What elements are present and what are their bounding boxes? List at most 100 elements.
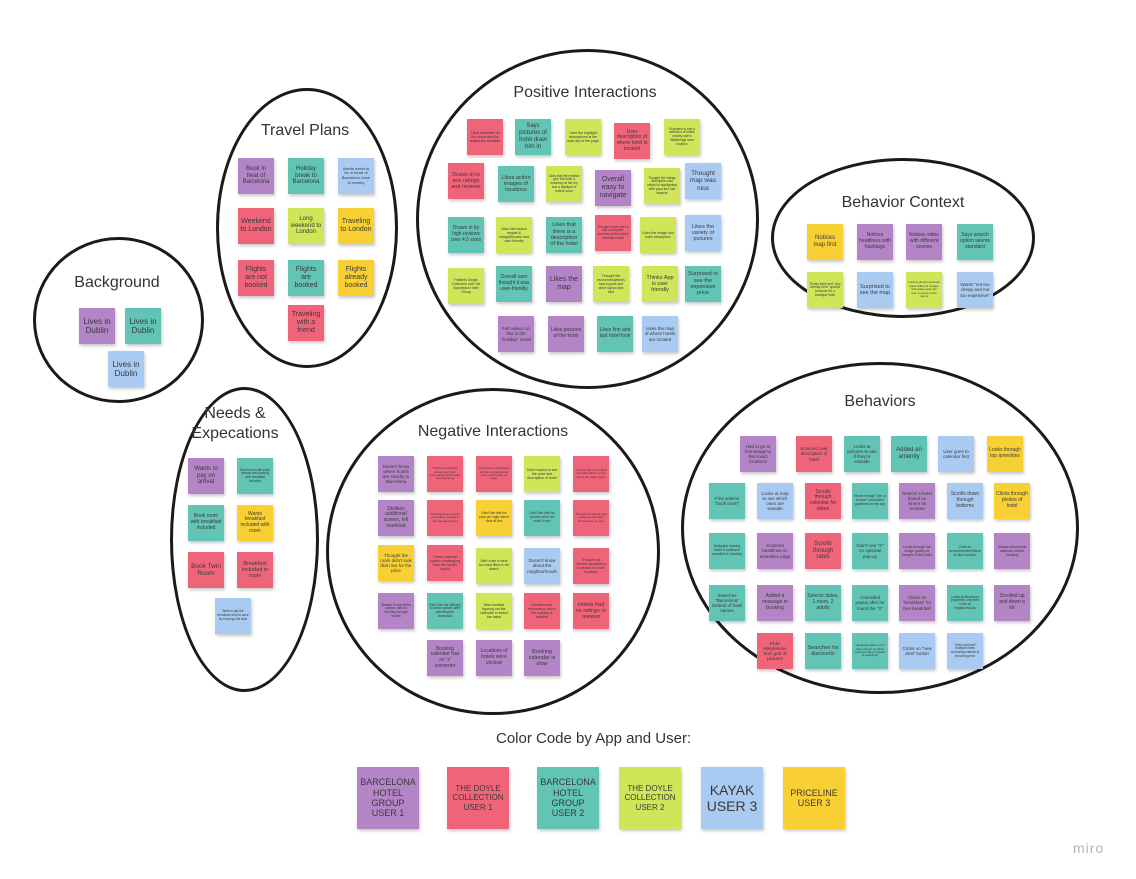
sticky-note[interactable]: Likes the map of where hotels are locate… — [642, 316, 678, 352]
sticky-note[interactable]: Likes the highlight descriptions at the … — [565, 119, 601, 155]
sticky-note[interactable]: Surprised to see the expensive price — [685, 266, 721, 302]
sticky-note[interactable]: Patients Single Collection over the Barc… — [448, 268, 484, 304]
sticky-note[interactable]: Searches for discounts — [805, 633, 841, 669]
sticky-note[interactable]: Clicks on "new deal" button — [899, 633, 935, 669]
sticky-note[interactable]: Wanted to see all the options without sc… — [378, 593, 414, 629]
sticky-note[interactable]: Traveling with a friend — [288, 305, 324, 341]
sticky-note[interactable]: User description of where hotel is locat… — [614, 123, 650, 159]
sticky-note[interactable]: Book in heat of Barcelona — [238, 158, 274, 194]
sticky-note[interactable]: Thought the ratings description was help… — [644, 168, 680, 204]
sticky-note[interactable]: Thought the recommendations had a good a… — [593, 266, 629, 302]
sticky-note[interactable]: Thought it was nice to see a complete ov… — [595, 215, 631, 251]
sticky-note[interactable]: Likes that the reviews give the hotel a … — [546, 166, 582, 202]
sticky-note[interactable]: Didn't want to have too many filters in … — [476, 548, 512, 584]
sticky-note[interactable]: Wants to pay on arrival — [188, 458, 224, 494]
sticky-note[interactable]: Booking calendar has no 'x' converter — [427, 640, 463, 676]
sticky-note[interactable]: Likes that there is a description of the… — [546, 217, 582, 253]
sticky-note[interactable]: Thinks App is user friendly — [642, 266, 678, 302]
sticky-note[interactable]: Thought the layout was confusing and did… — [573, 500, 609, 536]
sticky-note[interactable]: Notices headlines with hashtags — [857, 224, 893, 260]
sticky-note[interactable]: Holiday break to Barcelona — [288, 158, 324, 194]
sticky-note[interactable]: Wants "not too cheap and not too expensi… — [957, 272, 993, 308]
sticky-note[interactable]: Drawn in to see ratings and reviews — [448, 163, 484, 199]
sticky-note[interactable]: Liked amenities at the resort and the re… — [467, 119, 503, 155]
sticky-note[interactable]: Looks at map to see which ones are seasi… — [757, 483, 793, 519]
sticky-note[interactable]: Wants travel to be in heart of Barcelona… — [338, 158, 374, 194]
sticky-note[interactable]: Doesn't know about the neighborhoods — [524, 548, 560, 584]
sticky-note[interactable]: Navigated back to the main screen to che… — [852, 633, 888, 669]
sticky-note[interactable]: Thought the room didn't look that nice f… — [378, 545, 414, 581]
sticky-note[interactable]: Wants breakfast included with room — [237, 505, 273, 541]
sticky-note[interactable]: Likes first and last hotel look — [597, 316, 633, 352]
sticky-note[interactable]: Likes fast search engine & straightforwa… — [496, 217, 532, 253]
sticky-note[interactable]: Lives in Dublin — [108, 351, 144, 387]
sticky-note[interactable]: Always checks the calendar before bookin… — [994, 533, 1030, 569]
sticky-note[interactable]: Looks at pictures to see if they're seas… — [844, 436, 880, 472]
sticky-note[interactable]: Thinks calendar system challenging from … — [427, 545, 463, 581]
sticky-note[interactable]: Dislikes additional screen, felt overloa… — [378, 500, 414, 536]
sticky-note[interactable]: Look at photos because these different i… — [906, 272, 942, 308]
sticky-note[interactable]: Scrolls down through bottoms — [947, 483, 983, 519]
sticky-note[interactable]: Drawn in by high reviews over 4.5 stars — [448, 217, 484, 253]
sticky-note[interactable]: Flights are booked — [288, 260, 324, 296]
sticky-note[interactable]: Cancelled popup after he found the "X" — [852, 585, 888, 621]
sticky-note[interactable]: Thinks the website shows too much inform… — [427, 456, 463, 492]
sticky-note[interactable]: Surprised to see a selection of hotels n… — [664, 119, 700, 155]
sticky-note[interactable]: Thought the description felt too overwhe… — [476, 456, 512, 492]
sticky-note[interactable]: Hotels had no ratings or reviews — [573, 593, 609, 629]
sticky-note[interactable]: Searches "Barcelona" instead of hotel na… — [709, 585, 745, 621]
sticky-note[interactable]: Added an amenity — [891, 436, 927, 472]
sticky-note[interactable]: Says search option seems standard — [957, 224, 993, 260]
sticky-note[interactable]: Selects a hotel based on where its revie… — [899, 483, 935, 519]
sticky-note[interactable]: Didn't like the amount of scrolling need… — [427, 500, 463, 536]
sticky-note[interactable]: Looks at Barcelona properties only then … — [947, 585, 983, 621]
sticky-note[interactable]: Couldn't figure out what the information… — [573, 456, 609, 492]
sticky-note[interactable]: Likes action images of locations — [498, 166, 534, 202]
sticky-note[interactable]: Notices map first — [807, 224, 843, 260]
sticky-note[interactable]: Wanted more information about the buildi… — [524, 593, 560, 629]
sticky-note[interactable]: First selects "book room" — [709, 483, 745, 519]
sticky-note[interactable]: Book room with breakfast included — [188, 505, 224, 541]
sticky-note[interactable]: Flights are not booked — [238, 260, 274, 296]
sticky-note[interactable]: Navigates booking dates & additional ame… — [709, 533, 745, 569]
sticky-note[interactable]: Selects dates, 1 room, 2 adults — [805, 585, 841, 621]
sticky-note[interactable]: Didn't expect to see the price and descr… — [524, 456, 560, 492]
sticky-note[interactable]: Breakfast included in room — [237, 552, 273, 588]
sticky-note[interactable]: Book Twin Room — [188, 552, 224, 588]
sticky-note[interactable]: Didn't see "X" on optional pop-up — [852, 533, 888, 569]
sticky-note[interactable]: Scrolls through rates — [805, 533, 841, 569]
sticky-note[interactable]: Picks Marylebone from grid of pictures — [757, 633, 793, 669]
sticky-note[interactable]: Says pictures of hotel draw him in — [515, 119, 551, 155]
sticky-note[interactable]: Weekend to London — [238, 208, 274, 244]
sticky-note[interactable]: Clicks through photos of hotel — [994, 483, 1030, 519]
sticky-note[interactable]: "Select amount" multiple times confusing… — [947, 633, 983, 669]
sticky-note[interactable]: Looks through top amenities — [987, 436, 1023, 472]
sticky-note[interactable]: Likes the variety of pictures — [685, 215, 721, 251]
sticky-note[interactable]: Want to get the breakfast deal to save b… — [215, 598, 251, 634]
sticky-note[interactable]: Overall easy to navigate — [595, 170, 631, 206]
sticky-note[interactable]: Scrolls through calendar for dates — [805, 483, 841, 519]
sticky-note[interactable]: Flights already booked — [338, 260, 374, 296]
sticky-note[interactable]: Traveling to London — [338, 208, 374, 244]
sticky-note[interactable]: Lives in Dublin — [125, 308, 161, 344]
sticky-note[interactable]: Scanned over description of hotel — [796, 436, 832, 472]
sticky-note[interactable]: Surprised to see the map — [857, 272, 893, 308]
sticky-note[interactable]: Scrolled up and down a lot — [994, 585, 1030, 621]
sticky-note[interactable]: Long weekend to London — [288, 208, 324, 244]
sticky-note[interactable]: Was troubled figuring out the calendar t… — [476, 593, 512, 629]
sticky-note[interactable]: Thinks there isn't "any overlap here" op… — [807, 272, 843, 308]
sticky-note[interactable]: Doesn't know where hotels are exactly in… — [378, 456, 414, 492]
sticky-note[interactable]: Likes the image and hotel description — [640, 217, 676, 253]
sticky-note[interactable]: User goes to calendar first — [938, 436, 974, 472]
sticky-note[interactable]: Locations of hotels were unclear — [476, 640, 512, 676]
sticky-note[interactable]: Lives in Dublin — [79, 308, 115, 344]
sticky-note[interactable]: Had to go to homepage to find exact loca… — [740, 436, 776, 472]
sticky-note[interactable]: Booking calendar is slow — [524, 640, 560, 676]
sticky-note[interactable]: Scanned headlines on amenities page — [757, 533, 793, 569]
sticky-note[interactable]: Overall user thought it was user-friendl… — [496, 266, 532, 302]
sticky-note[interactable]: Book room with easy access and parking w… — [237, 458, 273, 494]
sticky-note[interactable]: Thought map was nice — [685, 163, 721, 199]
sticky-note[interactable]: Reads through "join or browse" discounte… — [852, 483, 888, 519]
sticky-note[interactable]: Added a massage to booking — [757, 585, 793, 621]
sticky-note[interactable]: Goes to recommended filters to find loca… — [947, 533, 983, 569]
